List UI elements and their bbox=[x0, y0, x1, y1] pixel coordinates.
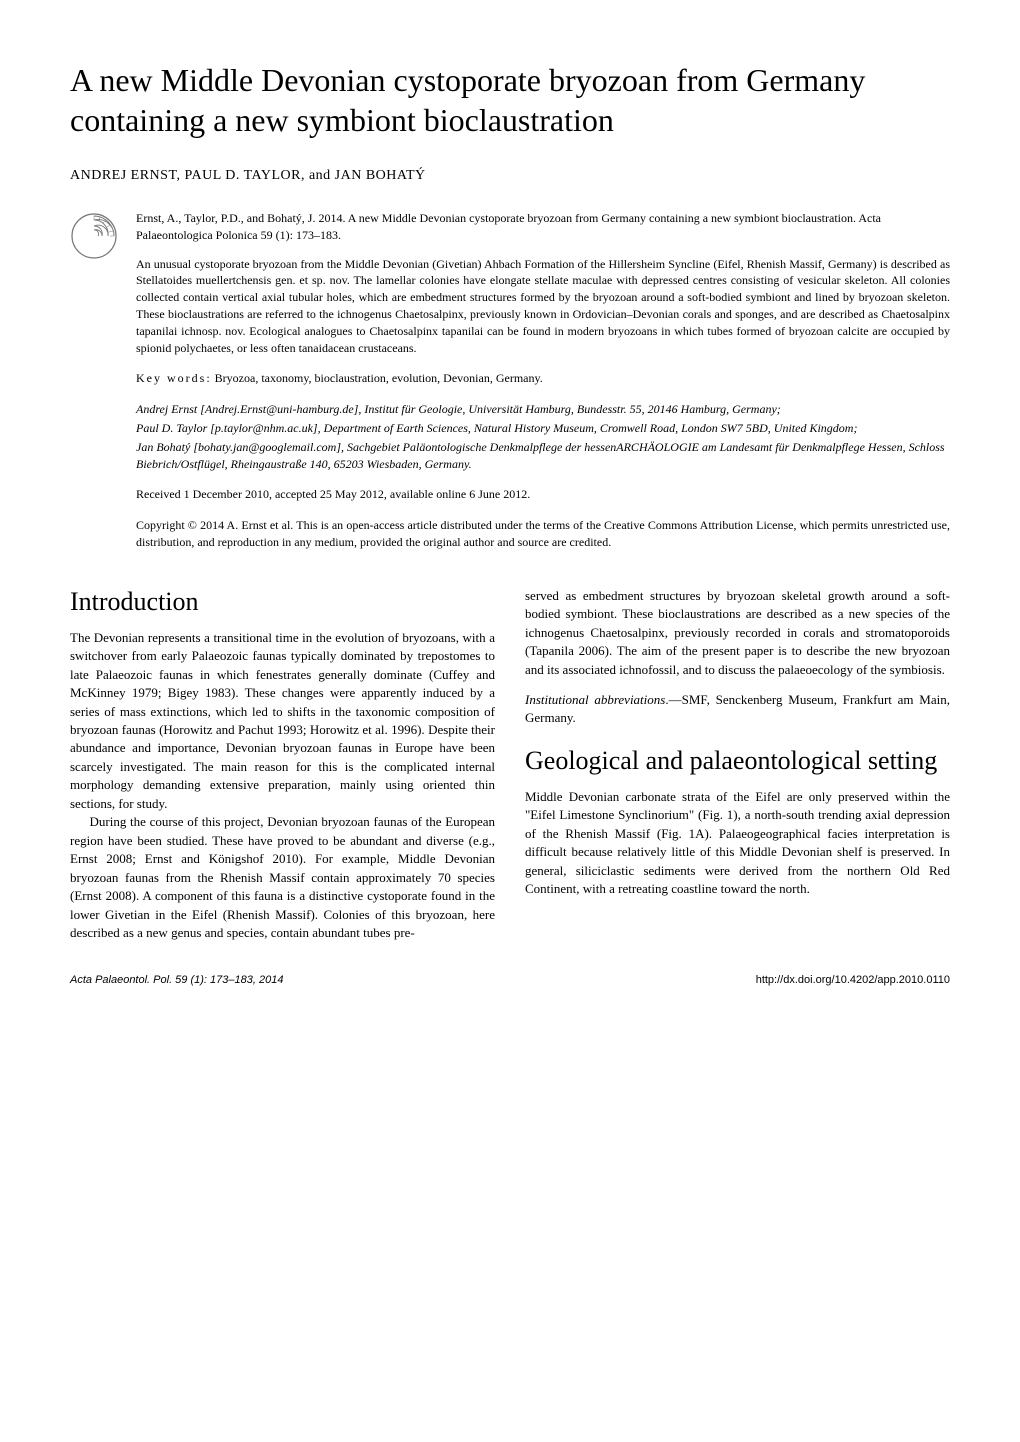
keywords-line: Key words: Bryozoa, taxonomy, bioclaustr… bbox=[136, 370, 950, 387]
affiliation-1: Andrej Ernst [Andrej.Ernst@uni-hamburg.d… bbox=[136, 401, 950, 418]
keywords-label: Key words: bbox=[136, 371, 212, 385]
affiliation-3: Jan Bohatý [bohaty.jan@googlemail.com], … bbox=[136, 439, 950, 473]
article-title: A new Middle Devonian cystoporate bryozo… bbox=[70, 60, 950, 140]
geological-heading: Geological and palaeontological setting bbox=[525, 746, 950, 776]
citation-line: Ernst, A., Taylor, P.D., and Bohatý, J. … bbox=[136, 210, 950, 244]
footer-doi: http://dx.doi.org/10.4202/app.2010.0110 bbox=[756, 974, 950, 986]
institutional-abbreviations: Institutional abbreviations.—SMF, Sencke… bbox=[525, 691, 950, 728]
page-footer: Acta Palaeontol. Pol. 59 (1): 173–183, 2… bbox=[70, 974, 950, 986]
fossil-icon bbox=[70, 212, 118, 260]
authors-line: ANDREJ ERNST, PAUL D. TAYLOR, and JAN BO… bbox=[70, 168, 950, 184]
intro-paragraph-2: During the course of this project, Devon… bbox=[70, 813, 495, 942]
introduction-heading: Introduction bbox=[70, 587, 495, 617]
geo-paragraph-1: Middle Devonian carbonate strata of the … bbox=[525, 788, 950, 899]
fossil-icon-column bbox=[70, 210, 118, 579]
two-column-body: Introduction The Devonian represents a t… bbox=[70, 587, 950, 943]
keywords-text: Bryozoa, taxonomy, bioclaustration, evol… bbox=[215, 371, 543, 385]
abstract-block: Ernst, A., Taylor, P.D., and Bohatý, J. … bbox=[70, 210, 950, 579]
footer-citation: Acta Palaeontol. Pol. 59 (1): 173–183, 2… bbox=[70, 974, 283, 986]
affiliation-2: Paul D. Taylor [p.taylor@nhm.ac.uk], Dep… bbox=[136, 420, 950, 437]
abbrev-label: Institutional abbreviations bbox=[525, 692, 665, 707]
left-column: Introduction The Devonian represents a t… bbox=[70, 587, 495, 943]
intro-continuation: served as embedment structures by bryozo… bbox=[525, 587, 950, 679]
received-line: Received 1 December 2010, accepted 25 Ma… bbox=[136, 486, 950, 503]
intro-paragraph-1: The Devonian represents a transitional t… bbox=[70, 629, 495, 814]
affiliations-block: Andrej Ernst [Andrej.Ernst@uni-hamburg.d… bbox=[136, 401, 950, 472]
abstract-text-column: Ernst, A., Taylor, P.D., and Bohatý, J. … bbox=[136, 210, 950, 579]
right-column: served as embedment structures by bryozo… bbox=[525, 587, 950, 943]
abstract-body: An unusual cystoporate bryozoan from the… bbox=[136, 256, 950, 357]
copyright-line: Copyright © 2014 A. Ernst et al. This is… bbox=[136, 517, 950, 551]
